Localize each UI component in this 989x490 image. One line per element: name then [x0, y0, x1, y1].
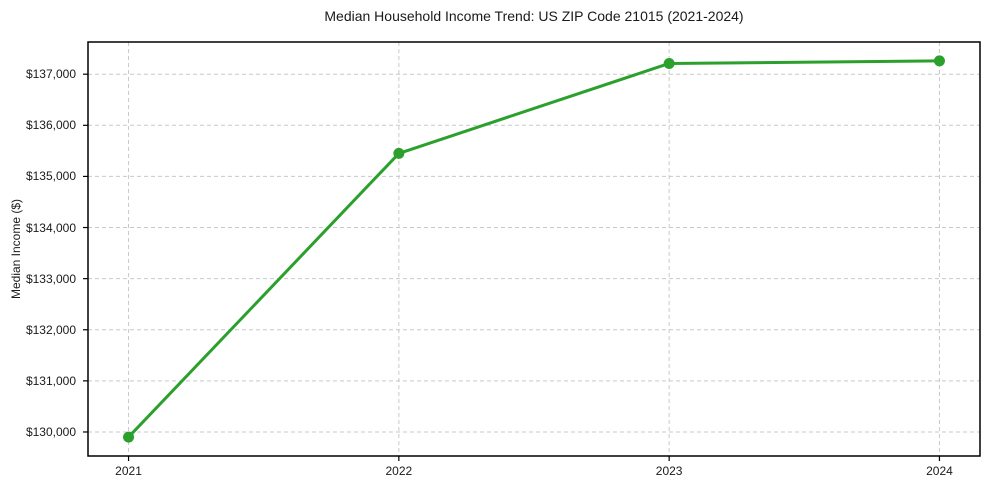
- y-tick-label: $135,000: [25, 169, 76, 184]
- x-tick-label: 2022: [385, 464, 413, 478]
- y-tick-label: $132,000: [25, 322, 76, 337]
- y-tick-label: $133,000: [25, 271, 76, 286]
- data-point-2021: [123, 431, 135, 443]
- x-tick-label: 2023: [655, 464, 683, 478]
- x-tick-label: 2024: [926, 464, 953, 478]
- data-point-2024: [933, 55, 945, 67]
- chart-title: Median Household Income Trend: US ZIP Co…: [324, 8, 744, 24]
- data-point-2023: [663, 57, 675, 69]
- x-tick-label: 2021: [115, 464, 142, 478]
- y-tick-label: $137,000: [25, 67, 76, 82]
- trend-line: [127, 59, 941, 439]
- y-tick-label: $134,000: [25, 220, 76, 235]
- y-tick-label: $131,000: [25, 373, 76, 388]
- axes-frame: [87, 41, 981, 457]
- data-point-2022: [393, 147, 405, 159]
- y-tick-label: $136,000: [25, 118, 76, 133]
- y-tick-label: $130,000: [25, 424, 76, 439]
